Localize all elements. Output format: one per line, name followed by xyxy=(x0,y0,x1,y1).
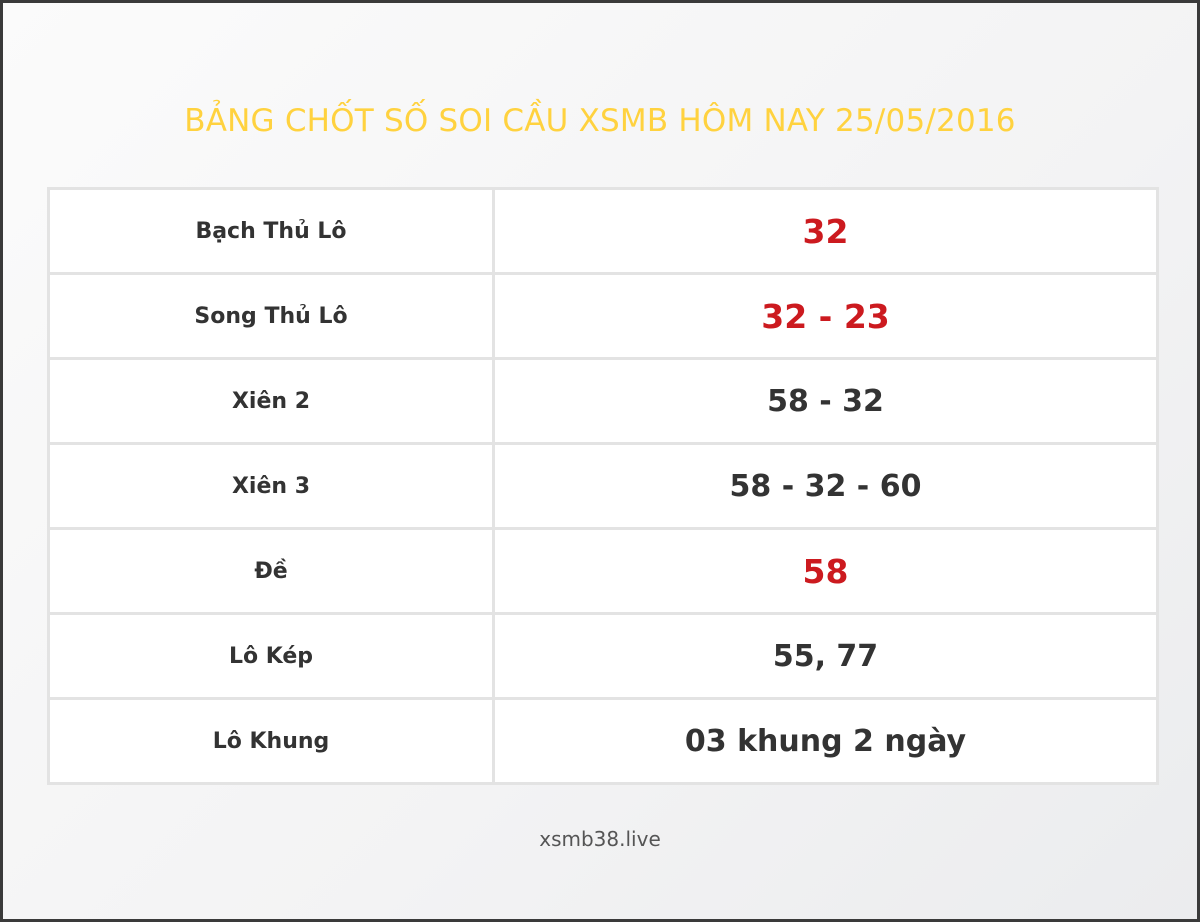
row-value: 58 xyxy=(492,527,1159,615)
page-title: BẢNG CHỐT SỐ SOI CẦU XSMB HÔM NAY 25/05/… xyxy=(184,103,1016,139)
row-label: Bạch Thủ Lô xyxy=(47,187,495,275)
row-label: Đề xyxy=(47,527,495,615)
row-label: Lô Khung xyxy=(47,697,495,785)
row-value: 32 - 23 xyxy=(492,272,1159,360)
site-footer: xsmb38.live xyxy=(539,827,661,851)
table-row: Bạch Thủ Lô 32 xyxy=(47,187,1159,275)
table-row: Đề 58 xyxy=(47,527,1159,615)
row-value: 03 khung 2 ngày xyxy=(492,697,1159,785)
row-label: Xiên 3 xyxy=(47,442,495,530)
row-label: Lô Kép xyxy=(47,612,495,700)
row-value: 55, 77 xyxy=(492,612,1159,700)
row-label: Xiên 2 xyxy=(47,357,495,445)
row-value: 58 - 32 - 60 xyxy=(492,442,1159,530)
row-value: 32 xyxy=(492,187,1159,275)
row-label: Song Thủ Lô xyxy=(47,272,495,360)
table-row: Lô Khung 03 khung 2 ngày xyxy=(47,697,1159,785)
row-value: 58 - 32 xyxy=(492,357,1159,445)
prediction-table: Bạch Thủ Lô 32 Song Thủ Lô 32 - 23 Xiên 2 58 … xyxy=(47,187,1159,785)
table-row: Lô Kép 55, 77 xyxy=(47,612,1159,700)
table-row: Xiên 3 58 - 32 - 60 xyxy=(47,442,1159,530)
table-row: Song Thủ Lô 32 - 23 xyxy=(47,272,1159,360)
table-row: Xiên 2 58 - 32 xyxy=(47,357,1159,445)
